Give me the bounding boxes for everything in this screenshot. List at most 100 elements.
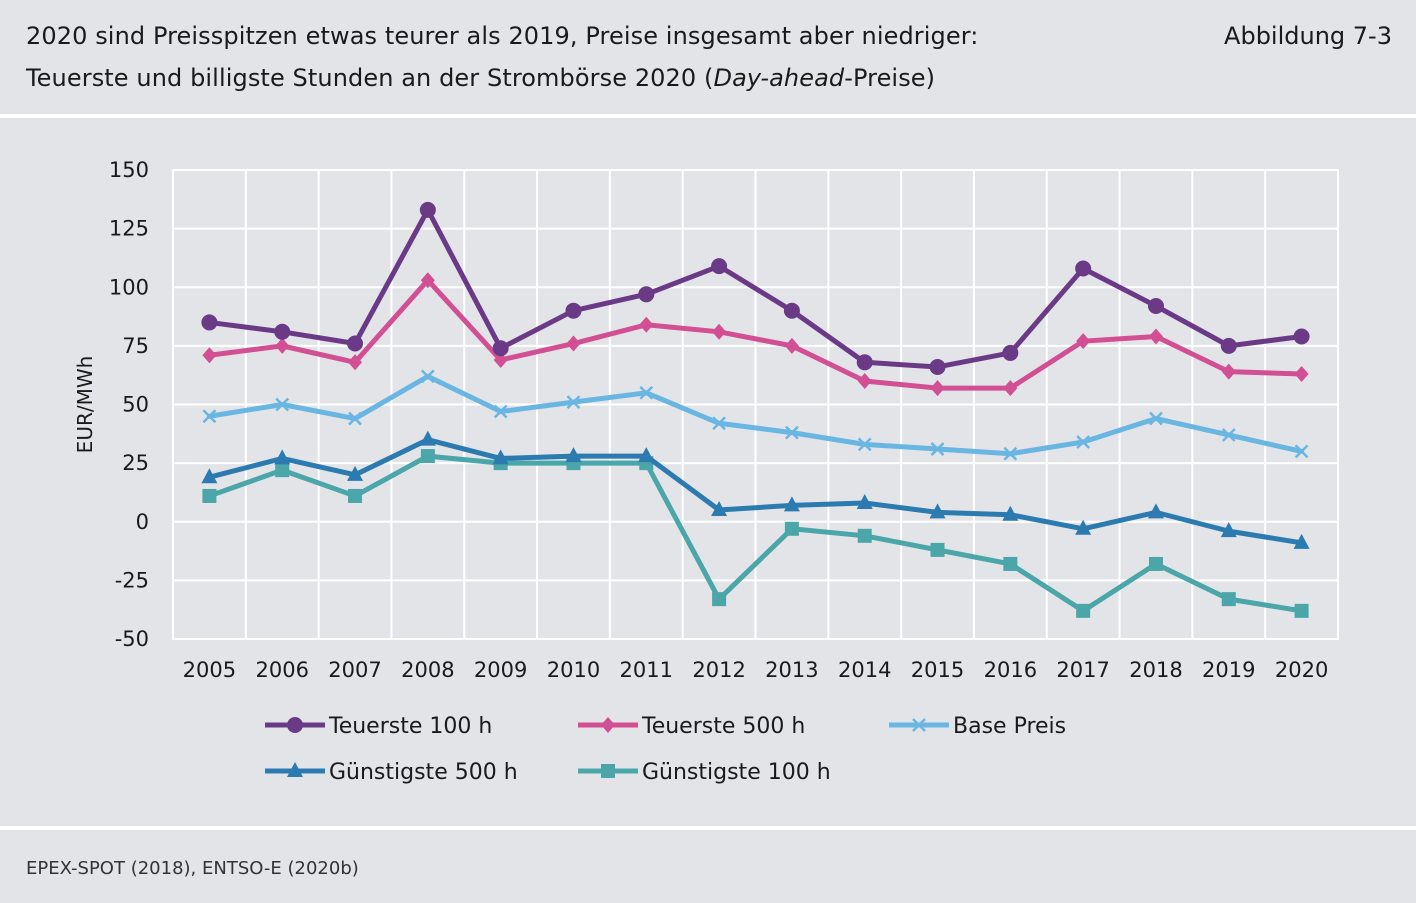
legend-marker-teuerste-500-h bbox=[601, 717, 615, 733]
data-point-teuerste-500-h bbox=[202, 347, 217, 364]
data-point-guenstigste-100-h bbox=[1294, 603, 1309, 618]
data-point-guenstigste-100-h bbox=[930, 542, 945, 557]
x-tick-label: 2011 bbox=[620, 658, 673, 682]
data-point-teuerste-500-h bbox=[1294, 366, 1309, 383]
x-tick-label: 2009 bbox=[474, 658, 527, 682]
series-line-base-preis bbox=[206, 373, 1305, 457]
y-tick-label: 25 bbox=[122, 451, 149, 475]
chart-title-line-1: 2020 sind Preisspitzen etwas teurer als … bbox=[26, 22, 979, 50]
x-tick-label: 2019 bbox=[1202, 658, 1255, 682]
data-point-base-preis bbox=[1294, 444, 1309, 459]
y-tick-label: -25 bbox=[115, 568, 149, 592]
divider-top bbox=[0, 114, 1416, 118]
y-axis-label: EUR/MWh bbox=[73, 356, 97, 454]
data-point-base-preis bbox=[348, 411, 362, 426]
data-point-guenstigste-500-h bbox=[856, 493, 873, 509]
data-point-teuerste-100-h bbox=[711, 258, 728, 275]
data-point-teuerste-100-h bbox=[419, 201, 436, 218]
data-point-guenstigste-500-h bbox=[1220, 522, 1237, 538]
data-point-guenstigste-500-h bbox=[565, 447, 582, 463]
y-tick-label: 150 bbox=[109, 158, 149, 182]
title-line-2-emphasis: Day-ahead bbox=[713, 64, 845, 92]
data-point-teuerste-500-h bbox=[930, 380, 945, 397]
data-point-teuerste-500-h bbox=[1076, 333, 1091, 350]
data-point-base-preis bbox=[857, 437, 872, 452]
data-point-teuerste-500-h bbox=[420, 272, 435, 289]
data-point-teuerste-100-h bbox=[783, 302, 800, 319]
title-line-2-start: Teuerste und billigste Stunden an der St… bbox=[26, 64, 714, 92]
data-point-guenstigste-100-h bbox=[857, 528, 872, 543]
data-point-teuerste-500-h bbox=[275, 337, 290, 354]
data-point-guenstigste-100-h bbox=[1148, 556, 1163, 571]
y-tick-label: 75 bbox=[122, 334, 149, 358]
data-point-teuerste-100-h bbox=[274, 323, 291, 340]
legend-marker-teuerste-100-h bbox=[287, 717, 303, 733]
data-point-base-preis bbox=[930, 442, 945, 456]
data-point-guenstigste-500-h bbox=[347, 465, 364, 481]
source-note: EPEX-SPOT (2018), ENTSO-E (2020b) bbox=[26, 858, 359, 879]
data-point-guenstigste-100-h bbox=[348, 488, 363, 503]
data-point-guenstigste-500-h bbox=[711, 501, 728, 517]
data-point-guenstigste-100-h bbox=[420, 449, 435, 464]
data-point-teuerste-500-h bbox=[712, 323, 727, 340]
data-point-guenstigste-500-h bbox=[492, 449, 509, 465]
legend-marker-guenstigste-500-h bbox=[287, 762, 303, 777]
data-point-teuerste-100-h bbox=[565, 302, 582, 319]
data-point-teuerste-100-h bbox=[1220, 337, 1237, 354]
y-tick-label: 125 bbox=[109, 217, 149, 241]
data-point-guenstigste-500-h bbox=[929, 503, 946, 519]
data-point-teuerste-100-h bbox=[201, 314, 218, 331]
data-point-base-preis bbox=[1003, 446, 1018, 461]
data-point-teuerste-100-h bbox=[1002, 344, 1019, 361]
data-point-teuerste-100-h bbox=[929, 358, 946, 375]
data-point-guenstigste-500-h bbox=[1002, 505, 1019, 521]
title-line-2-end: -Preise) bbox=[844, 64, 936, 92]
data-point-teuerste-100-h bbox=[856, 354, 873, 371]
x-tick-label: 2010 bbox=[547, 658, 600, 682]
data-point-base-preis bbox=[1149, 411, 1163, 426]
legend-marker-base-preis bbox=[912, 718, 926, 732]
data-point-base-preis bbox=[493, 404, 508, 419]
legend-label-guenstigste-500-h: Günstigste 500 h bbox=[329, 760, 518, 785]
legend-marker-guenstigste-100-h bbox=[601, 764, 615, 778]
data-point-teuerste-500-h bbox=[493, 351, 508, 368]
data-point-base-preis bbox=[1221, 428, 1236, 442]
y-tick-label: 0 bbox=[136, 510, 149, 534]
data-point-teuerste-500-h bbox=[784, 337, 799, 354]
series-line-guenstigste-500-h bbox=[206, 437, 1305, 546]
data-point-teuerste-100-h bbox=[347, 335, 364, 352]
data-point-base-preis bbox=[712, 416, 726, 431]
data-point-base-preis bbox=[785, 425, 799, 440]
data-point-teuerste-100-h bbox=[1075, 260, 1092, 277]
data-point-guenstigste-500-h bbox=[1075, 519, 1092, 535]
header: 2020 sind Preisspitzen etwas teurer als … bbox=[0, 0, 1416, 114]
data-point-teuerste-500-h bbox=[639, 316, 654, 333]
x-tick-label: 2017 bbox=[1056, 658, 1109, 682]
data-point-guenstigste-500-h bbox=[419, 430, 436, 446]
line-chart: 150 125 100 75 50 25 0 -25 -50 2005 2006 2007 2008 20… bbox=[73, 158, 1339, 785]
data-point-guenstigste-100-h bbox=[275, 463, 290, 478]
series-line-guenstigste-100-h bbox=[206, 453, 1305, 614]
data-point-teuerste-100-h bbox=[492, 340, 509, 357]
y-tick-label: 100 bbox=[109, 275, 149, 299]
legend-label-teuerste-100-h: Teuerste 100 h bbox=[328, 714, 492, 739]
data-point-guenstigste-100-h bbox=[202, 488, 217, 503]
figure-number: Abbildung 7-3 bbox=[1224, 22, 1392, 50]
x-tick-label: 2018 bbox=[1129, 658, 1182, 682]
x-tick-label: 2020 bbox=[1275, 658, 1328, 682]
legend-label-guenstigste-100-h: Günstigste 100 h bbox=[642, 760, 831, 785]
data-point-guenstigste-100-h bbox=[712, 592, 727, 607]
data-point-teuerste-100-h bbox=[1147, 298, 1164, 315]
series-line-teuerste-100-h bbox=[206, 207, 1305, 370]
legend-label-base-preis: Base Preis bbox=[953, 714, 1066, 739]
data-point-teuerste-100-h bbox=[638, 286, 655, 303]
data-point-guenstigste-500-h bbox=[1147, 503, 1164, 519]
x-tick-label: 2015 bbox=[911, 658, 964, 682]
chart-title-line-2: Teuerste und billigste Stunden an der St… bbox=[26, 64, 935, 92]
x-tick-label: 2016 bbox=[984, 658, 1037, 682]
x-tick-label: 2005 bbox=[183, 658, 236, 682]
data-point-guenstigste-100-h bbox=[1076, 603, 1091, 618]
x-tick-label: 2007 bbox=[328, 658, 381, 682]
data-point-teuerste-500-h bbox=[1003, 380, 1018, 397]
series-line-teuerste-500-h bbox=[206, 277, 1305, 391]
